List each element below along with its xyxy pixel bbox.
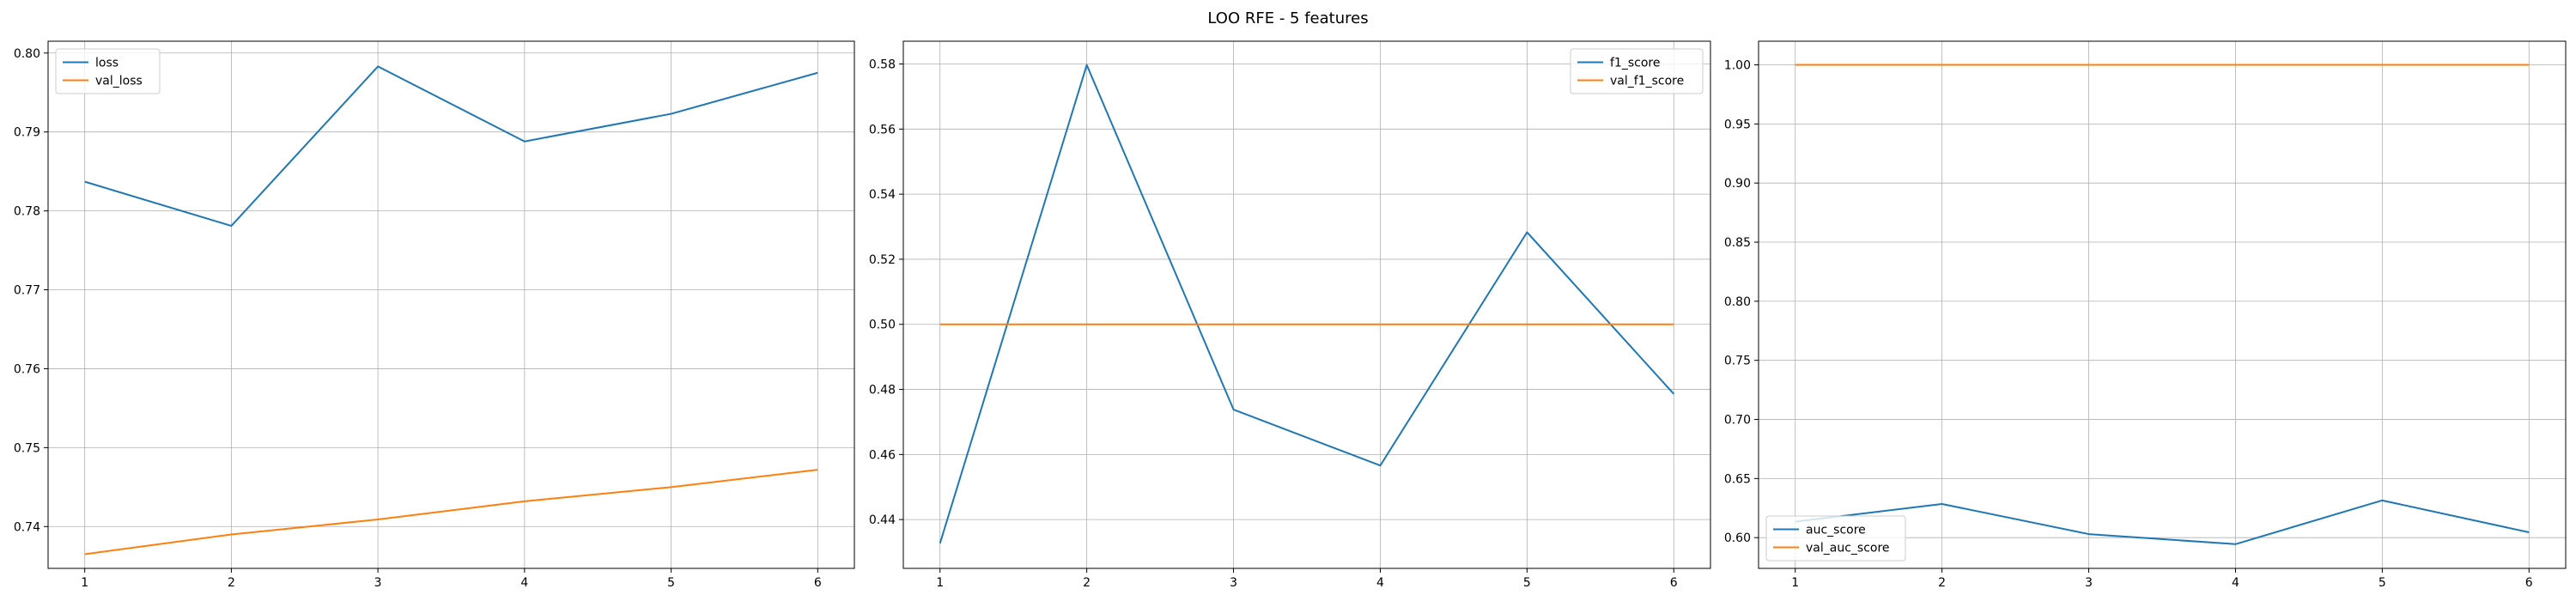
subplot-auc-score-y-tick-label-4: 0.80 [1724,295,1751,309]
subplot-auc-score-legend: auc_score val_auc_score [1765,515,1906,562]
subplot-f1-score-legend-label-val-f1-score: val_f1_score [1610,75,1684,88]
subplot-loss-y-tick-label-4: 0.78 [14,205,40,219]
subplot-loss-y-tick-label-6: 0.80 [14,47,40,61]
subplot-loss: 1 2 3 4 5 6 0.74 0.75 0.76 0.77 0.78 0.79 0.80 loss va… [14,40,855,590]
subplot-loss-axes-frame [47,40,855,569]
subplot-f1-score-y-tick-label-3: 0.50 [869,319,896,332]
subplot-f1-score-legend: f1_score val_f1_score [1570,48,1704,94]
subplot-auc-score-x-tick-label-1: 2 [1938,576,1946,590]
subplot-auc-score: 1 2 3 4 5 6 0.60 0.65 0.70 0.75 0.80 0.85 0.90 0.95 1.… [1724,40,2567,590]
subplot-f1-score-x-tick-label-0: 1 [936,576,944,590]
subplot-auc-score-y-tick-label-6: 0.90 [1724,177,1751,191]
subplot-f1-score-y-tick-label-4: 0.52 [869,253,896,267]
subplot-loss-x-tick-label-5: 6 [814,576,822,590]
subplot-auc-score-y-tick-label-8: 1.00 [1724,59,1751,73]
subplot-auc-score-x-tick-label-5: 6 [2525,576,2533,590]
subplot-f1-score-x-tick-label-5: 6 [1670,576,1678,590]
subplot-loss-legend-label-loss: loss [95,57,118,70]
subplot-loss-y-tick-label-1: 0.75 [14,441,40,455]
figure-title: LOO RFE - 5 features [1207,9,1368,27]
subplot-loss-series-val-loss [84,469,818,555]
subplot-f1-score-y-tick-label-5: 0.54 [869,188,896,202]
subplot-auc-score-legend-box [1765,515,1906,562]
subplot-f1-score-x-tick-label-1: 2 [1083,576,1091,590]
subplot-f1-score-y-tick-label-2: 0.48 [869,384,896,398]
subplot-auc-score-legend-label-auc-score: auc_score [1806,524,1866,537]
subplot-auc-score-legend-label-val-auc-score: val_auc_score [1806,542,1890,555]
subplot-f1-score: 1 2 3 4 5 6 0.44 0.46 0.48 0.50 0.52 0.54 0.56 0.58 f1… [869,40,1711,590]
subplot-f1-score-legend-label-f1-score: f1_score [1610,57,1660,70]
subplot-f1-score-axes-frame [902,40,1711,569]
subplot-loss-x-tick-label-4: 5 [667,576,675,590]
subplot-loss-y-tick-label-0: 0.74 [14,520,40,534]
subplot-f1-score-y-tick-label-1: 0.46 [869,448,896,462]
subplot-loss-legend-box [55,48,161,94]
subplot-auc-score-y-tick-label-3: 0.75 [1724,355,1751,368]
subplot-loss-y-tick-label-5: 0.79 [14,126,40,140]
subplot-f1-score-legend-box [1570,48,1704,94]
subplot-f1-score-y-tick-label-7: 0.58 [869,58,896,72]
subplot-auc-score-x-tick-label-4: 5 [2379,576,2386,590]
subplot-loss-x-tick-label-1: 2 [228,576,235,590]
subplot-f1-score-y-tick-label-6: 0.56 [869,123,896,137]
subplot-auc-score-x-tick-label-3: 4 [2232,576,2239,590]
subplot-loss-y-tick-label-2: 0.76 [14,362,40,376]
subplot-f1-score-x-tick-label-4: 5 [1523,576,1531,590]
subplot-auc-score-y-tick-label-5: 0.85 [1724,236,1751,250]
subplot-auc-score-x-tick-label-0: 1 [1791,576,1799,590]
subplot-auc-score-series-auc-score [1795,499,2530,545]
subplot-loss-legend: loss val_loss [55,48,161,94]
subplot-auc-score-y-tick-label-7: 0.95 [1724,118,1751,131]
subplot-auc-score-y-tick-label-2: 0.70 [1724,414,1751,428]
subplot-loss-y-tick-label-3: 0.77 [14,284,40,298]
subplot-f1-score-series-f1-score [939,64,1675,544]
subplot-loss-x-tick-label-2: 3 [374,576,382,590]
subplot-f1-score-y-tick-label-0: 0.44 [869,513,896,527]
subplot-loss-series-loss [84,65,818,228]
subplot-auc-score-y-tick-label-0: 0.60 [1724,531,1751,545]
subplot-loss-x-tick-label-0: 1 [81,576,88,590]
subplot-auc-score-y-tick-label-1: 0.65 [1724,472,1751,486]
subplot-f1-score-x-tick-label-2: 3 [1230,576,1237,590]
subplot-auc-score-x-tick-label-2: 3 [2085,576,2093,590]
subplot-auc-score-axes-frame [1758,40,2567,569]
subplot-loss-x-tick-label-3: 4 [520,576,528,590]
subplot-f1-score-x-tick-label-3: 4 [1376,576,1384,590]
subplot-loss-legend-label-val-loss: val_loss [95,75,143,88]
